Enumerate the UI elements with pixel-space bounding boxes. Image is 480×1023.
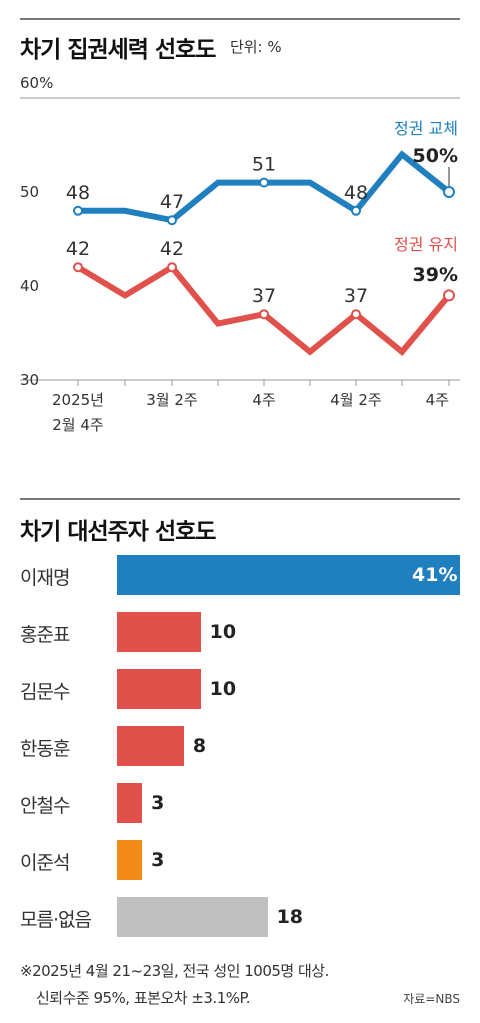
point-label-change: 48 xyxy=(66,182,90,204)
bar-category-label: 이준석 xyxy=(20,852,70,874)
x-label: 3월 2주 xyxy=(146,391,197,409)
point-label-keep: 42 xyxy=(160,238,184,260)
bar-value-label: 3 xyxy=(151,849,165,871)
bar-value-label: 10 xyxy=(209,678,237,700)
x-label: 4월 2주 xyxy=(330,391,381,409)
bar-chart-rule xyxy=(20,498,460,500)
bar-category-label: 김문수 xyxy=(20,681,70,703)
series-label-keep: 정권 유지 xyxy=(394,235,458,254)
bar-category-label: 안철수 xyxy=(20,795,70,817)
bar xyxy=(117,726,184,766)
point-marker xyxy=(259,309,269,320)
chart1-title: 차기 집권세력 선호도 xyxy=(20,37,216,63)
x-label: 2025년 xyxy=(52,391,104,409)
last-value-change: 50% xyxy=(413,145,458,167)
y-top-label: 60% xyxy=(20,74,53,92)
bar xyxy=(117,612,201,652)
bar-value-label: 8 xyxy=(192,735,207,757)
point-label-keep: 37 xyxy=(344,285,368,307)
point-marker xyxy=(351,309,361,320)
line-chart: 60% 50 40 30 2025년 2월 4주 3월 2주 4주 4월 2주 4주 48 47 51 4… xyxy=(20,74,460,434)
chart2-title: 차기 대선주자 선호도 xyxy=(20,519,216,545)
bar-category-label: 홍준표 xyxy=(20,624,70,646)
point-marker xyxy=(167,262,177,273)
bar-category-label: 한동훈 xyxy=(20,738,70,760)
source-label: 자료=NBS xyxy=(403,992,460,1006)
point-marker xyxy=(259,177,269,188)
bar-value-label: 3 xyxy=(151,792,165,814)
bar-value-label: 41% xyxy=(412,564,458,586)
y-tick-label: 30 xyxy=(20,371,39,389)
bar-value-label: 10 xyxy=(209,621,237,643)
x-label: 2월 4주 xyxy=(52,416,103,434)
chart1-unit: 단위: % xyxy=(230,38,282,56)
footnote-line2: 신뢰수준 95%, 표본오차 ±3.1%P. xyxy=(36,989,250,1007)
point-label-keep: 42 xyxy=(66,238,90,260)
bar xyxy=(117,897,268,937)
last-value-keep: 39% xyxy=(413,264,458,286)
point-label-change: 47 xyxy=(160,191,184,213)
end-point-marker xyxy=(443,186,455,198)
series-label-change: 정권 교체 xyxy=(394,119,458,138)
point-marker xyxy=(167,215,177,226)
bar xyxy=(117,555,460,595)
top-rule xyxy=(20,18,460,20)
point-label-keep: 37 xyxy=(252,285,276,307)
point-label-change: 51 xyxy=(252,154,276,176)
y-tick-label: 50 xyxy=(20,183,39,201)
bar xyxy=(117,840,143,880)
bar xyxy=(117,783,143,823)
end-point-marker xyxy=(443,289,455,302)
point-marker xyxy=(351,205,361,216)
bar xyxy=(117,669,201,709)
bar-category-label: 이재명 xyxy=(20,567,70,589)
point-marker xyxy=(73,262,83,273)
x-label: 4주 xyxy=(252,391,275,409)
x-label: 4주 xyxy=(426,391,449,409)
point-marker xyxy=(73,205,83,216)
y-tick-label: 40 xyxy=(20,277,39,295)
footnote-line1: ※2025년 4월 21~23일, 전국 성인 1005명 대상. xyxy=(20,962,329,980)
point-label-change: 48 xyxy=(344,182,368,204)
bar-value-label: 18 xyxy=(276,906,304,928)
bar-category-label: 모름·없음 xyxy=(20,909,92,931)
